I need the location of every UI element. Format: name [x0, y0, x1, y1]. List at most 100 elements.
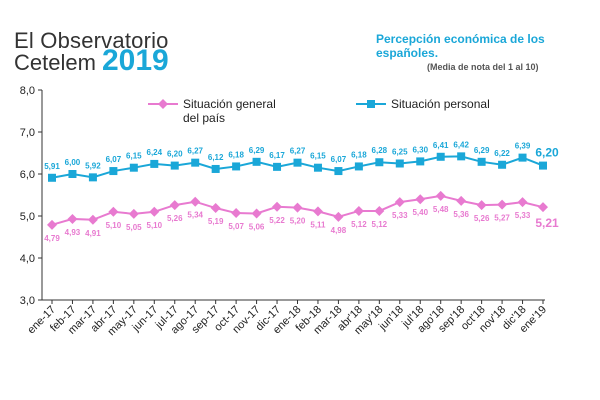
- chart-subtitle: (Media de nota del 1 al 10): [427, 62, 539, 72]
- data-point-general: [231, 208, 242, 219]
- data-label-general: 4,98: [331, 226, 347, 235]
- data-label-personal: 6,29: [249, 146, 265, 155]
- data-label-general: 5,21: [535, 216, 559, 230]
- data-point-general: [333, 211, 344, 222]
- data-label-general: 5,06: [249, 222, 265, 231]
- data-point-general: [497, 199, 508, 210]
- data-point-personal: [518, 153, 527, 162]
- data-point-personal: [211, 164, 220, 173]
- data-label-general: 5,34: [187, 211, 203, 220]
- data-label-general: 5,12: [351, 220, 367, 229]
- data-point-personal: [375, 158, 384, 167]
- data-point-personal: [334, 167, 343, 176]
- data-point-personal: [48, 173, 56, 182]
- data-label-personal: 6,07: [106, 155, 122, 164]
- data-label-general: 5,12: [372, 220, 388, 229]
- brand-year: 2019: [102, 44, 169, 77]
- data-label-personal: 6,39: [515, 142, 531, 151]
- data-point-personal: [252, 157, 261, 166]
- data-label-personal: 6,29: [474, 146, 490, 155]
- data-point-personal: [313, 163, 322, 172]
- data-point-general: [67, 213, 78, 224]
- data-point-personal: [293, 158, 302, 167]
- data-label-general: 5,40: [412, 208, 428, 217]
- data-label-personal: 5,91: [44, 162, 60, 171]
- data-label-personal: 6,25: [392, 148, 408, 157]
- data-point-personal: [354, 162, 363, 171]
- data-label-personal: 6,00: [65, 158, 81, 167]
- data-label-general: 5,20: [290, 217, 306, 226]
- data-point-general: [87, 214, 98, 225]
- data-point-general: [108, 206, 119, 217]
- data-label-personal: 6,17: [269, 151, 285, 160]
- data-label-personal: 6,15: [126, 152, 142, 161]
- data-point-personal: [170, 161, 179, 170]
- data-label-general: 5,26: [167, 214, 183, 223]
- data-label-personal: 6,41: [433, 141, 449, 150]
- data-label-general: 5,36: [453, 210, 469, 219]
- data-point-general: [538, 202, 548, 213]
- data-point-personal: [129, 163, 138, 172]
- data-point-general: [272, 201, 283, 212]
- data-label-general: 5,19: [208, 217, 224, 226]
- data-point-personal: [273, 162, 282, 171]
- data-label-general: 4,93: [65, 228, 81, 237]
- data-point-general: [353, 205, 364, 216]
- data-point-general: [517, 197, 528, 208]
- data-point-personal: [539, 161, 547, 170]
- data-point-personal: [436, 152, 445, 161]
- data-point-general: [374, 205, 385, 216]
- data-label-personal: 6,07: [331, 155, 347, 164]
- data-label-personal: 6,20: [167, 150, 183, 159]
- data-label-general: 5,48: [433, 205, 449, 214]
- data-point-general: [149, 206, 160, 217]
- brand-name-line2: Cetelem: [14, 50, 96, 75]
- data-point-personal: [457, 152, 466, 161]
- legend-marker-general: [158, 99, 168, 109]
- data-point-personal: [109, 167, 118, 176]
- data-point-general: [128, 208, 139, 219]
- data-label-general: 5,11: [310, 220, 326, 229]
- y-tick-label: 4,0: [20, 253, 35, 265]
- data-label-personal: 6,18: [351, 150, 367, 159]
- data-label-personal: 6,30: [412, 145, 428, 154]
- data-label-personal: 6,20: [535, 146, 559, 160]
- data-label-personal: 6,42: [453, 140, 469, 149]
- y-tick-label: 6,0: [20, 169, 35, 181]
- data-label-general: 5,07: [228, 222, 244, 231]
- data-label-personal: 5,92: [85, 161, 101, 170]
- data-point-personal: [395, 159, 404, 168]
- data-point-personal: [498, 160, 507, 169]
- chart-title: Percepción económica de los españoles.: [376, 32, 545, 60]
- legend-marker-personal: [367, 100, 375, 108]
- data-label-general: 5,33: [392, 211, 408, 220]
- data-label-general: 5,22: [269, 216, 285, 225]
- data-label-personal: 6,27: [187, 147, 203, 156]
- data-label-general: 5,10: [147, 221, 163, 230]
- data-point-general: [210, 203, 221, 214]
- data-label-personal: 6,18: [228, 150, 244, 159]
- data-point-general: [456, 195, 467, 206]
- data-point-general: [415, 194, 426, 205]
- data-point-general: [292, 202, 303, 213]
- data-label-personal: 6,15: [310, 152, 326, 161]
- data-label-personal: 6,28: [372, 146, 388, 155]
- data-point-personal: [88, 173, 97, 182]
- data-label-general: 5,26: [474, 214, 490, 223]
- brand-name-line1: El Observatorio: [14, 28, 169, 53]
- data-point-personal: [150, 159, 159, 168]
- data-point-general: [47, 219, 57, 230]
- data-point-personal: [232, 162, 241, 171]
- data-point-personal: [416, 157, 425, 166]
- data-label-personal: 6,22: [494, 149, 510, 158]
- data-label-personal: 6,27: [290, 147, 306, 156]
- legend-label-general: Situación general del país: [183, 97, 276, 125]
- data-point-general: [169, 200, 180, 211]
- data-label-general: 5,27: [494, 214, 510, 223]
- data-point-general: [190, 196, 201, 207]
- data-point-general: [312, 206, 323, 217]
- data-point-personal: [191, 158, 200, 167]
- y-tick-label: 3,0: [20, 295, 35, 307]
